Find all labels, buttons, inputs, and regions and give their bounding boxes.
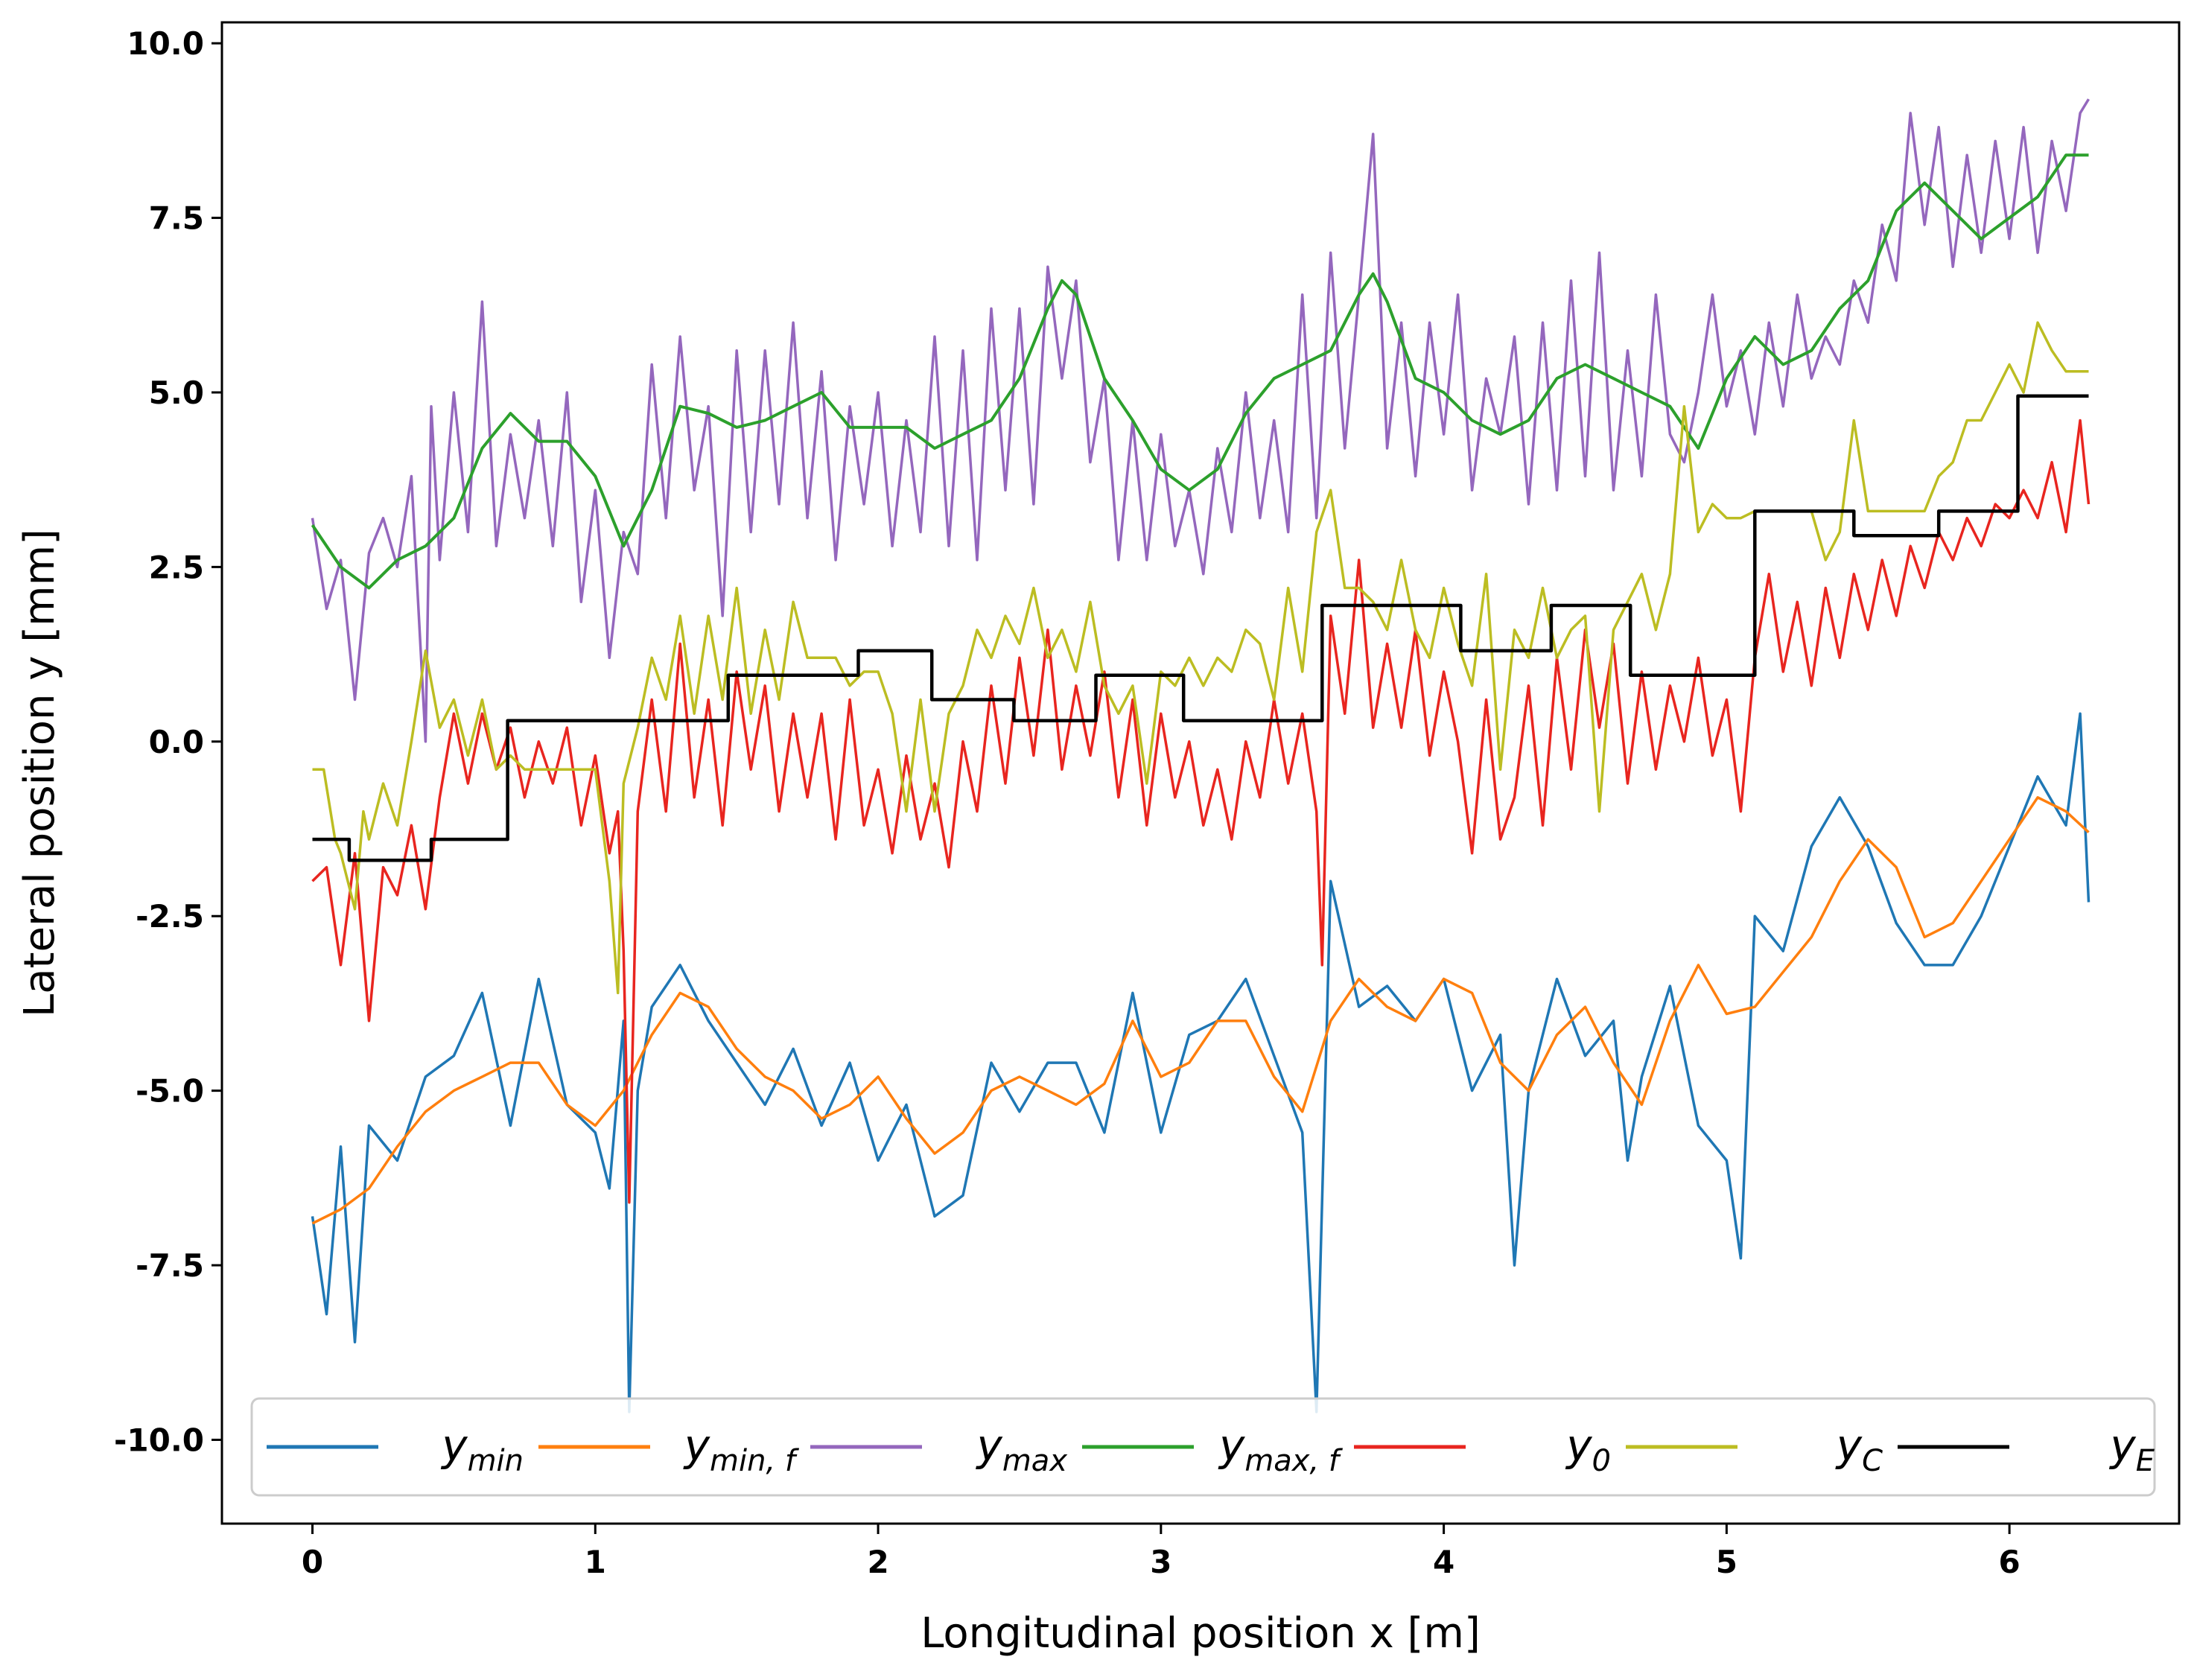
y-tick-label: -2.5: [136, 898, 204, 935]
x-tick-label: 6: [1999, 1544, 2020, 1580]
legend-label: ymin: [440, 1420, 524, 1478]
series-layer: [311, 98, 2091, 1413]
y-tick-label: 10.0: [127, 25, 204, 62]
x-axis: 0 1 2 3 4 5 6: [302, 1524, 2020, 1580]
series-line-y-e: [312, 394, 2089, 862]
y-tick-label: -10.0: [114, 1422, 204, 1458]
x-tick-label: 2: [867, 1544, 888, 1580]
legend-label: y0: [1565, 1420, 1611, 1478]
series-line-y-max: [311, 98, 2090, 743]
legend-label: yC: [1835, 1420, 1883, 1478]
legend-label: ymax: [976, 1420, 1068, 1478]
y-axis: -10.0 -7.5 -5.0 -2.5 0.0 2.5 5.0 7.5 10.0: [114, 25, 222, 1458]
y-tick-label: 2.5: [149, 549, 204, 585]
legend-label: ymin, f: [683, 1420, 800, 1478]
series-line-y-max-f: [311, 153, 2089, 590]
x-tick-label: 0: [302, 1544, 323, 1580]
series-line-y-min: [311, 712, 2091, 1413]
plot-frame: [220, 21, 2181, 1525]
y-tick-label: -7.5: [136, 1247, 204, 1284]
y-tick-label: 0.0: [149, 724, 204, 760]
legend-label: yE: [2108, 1420, 2155, 1478]
y-tick-label: 5.0: [149, 375, 204, 411]
x-tick-label: 5: [1716, 1544, 1737, 1580]
x-tick-label: 3: [1150, 1544, 1171, 1580]
legend-label: ymax, f: [1218, 1420, 1344, 1478]
legend-box: [250, 1397, 2156, 1497]
y-tick-label: 7.5: [149, 200, 204, 237]
x-tick-label: 1: [585, 1544, 606, 1580]
y-axis-label: Lateral position y [mm]: [16, 529, 64, 1017]
x-axis-label: Longitudinal position x [m]: [921, 1609, 1481, 1658]
series-line-y-c: [312, 321, 2089, 995]
legend: ymin ymin, f ymax ymax, f y0 yC yE: [250, 1397, 2156, 1497]
series-line-y-0: [311, 419, 2091, 1204]
y-tick-label: -5.0: [136, 1073, 204, 1110]
x-tick-label: 4: [1433, 1544, 1454, 1580]
series-line-y-min-f: [311, 796, 2090, 1225]
